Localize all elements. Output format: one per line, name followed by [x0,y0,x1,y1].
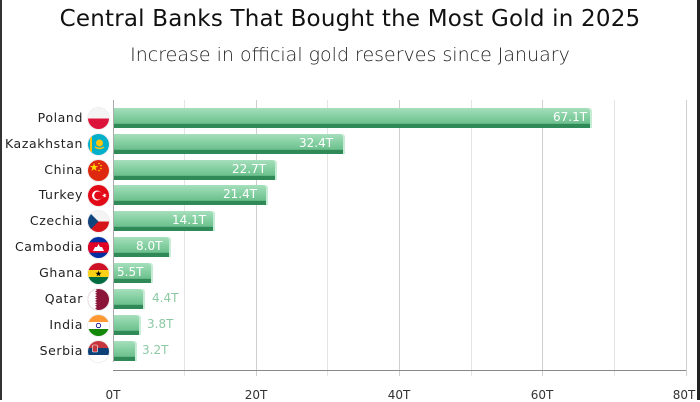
bar-value-label: 3.8T [147,317,174,331]
serbia-flag-icon [88,341,109,362]
bar-value-label: 22.7T [232,162,267,176]
bar-value-label: 67.1T [553,110,588,124]
y-axis-line [113,100,114,362]
bar [114,134,343,154]
country-label: Cambodia [14,239,83,254]
turkey-flag-icon [88,185,109,206]
gridline-10 [184,100,185,376]
bar [114,237,169,257]
bar-row-qatar: Qatar 4.4T [0,289,700,311]
x-axis-line [113,370,686,371]
country-label: Serbia [39,343,83,358]
ghana-flag-icon [88,263,109,284]
bar-row-turkey: Turkey 21.4T [0,185,700,207]
country-label: India [49,317,83,332]
chart-subtitle: Increase in official gold reserves since… [130,44,570,66]
bar [114,315,139,335]
gridline-80 [686,100,687,376]
gridline-30 [327,100,328,376]
bar-row-czechia: Czechia 14.1T [0,211,700,233]
bar-value-label: 32.4T [299,136,334,150]
gridline-20 [256,100,257,376]
chart-title: Central Banks That Bought the Most Gold … [59,6,641,32]
poland-flag-icon [88,108,109,129]
bar-row-serbia: Serbia 3.2T [0,341,700,363]
bar-row-cambodia: Cambodia 8.0T [0,237,700,259]
tick-label: 40T [387,388,411,402]
bar [114,263,151,283]
gridline-60 [542,100,543,376]
bar-row-poland: Poland 67.1T [0,108,700,130]
frame-border-right [697,0,700,400]
bar [114,185,266,205]
country-label: Czechia [29,213,83,228]
kazakhstan-flag-icon [88,134,109,155]
bar-row-china: China 22.7T [0,160,700,182]
bar-value-label: 3.2T [142,343,169,357]
country-label: Kazakhstan [4,136,83,151]
frame-border-left [0,0,2,400]
country-label: Qatar [44,291,83,306]
country-label: Turkey [38,187,83,202]
czechia-flag-icon [88,211,109,232]
gridline-70 [614,100,615,376]
bar-value-label: 21.4T [223,187,258,201]
bar-value-label: 4.4T [152,291,179,305]
country-label: Poland [37,110,83,125]
bar-value-label: 14.1T [172,213,207,227]
bar [114,160,275,180]
gridline-40 [399,100,400,376]
bar-row-ghana: Ghana 5.5T [0,263,700,285]
china-flag-icon [88,160,109,181]
tick-label: 20T [244,388,268,402]
country-label: Ghana [39,265,83,280]
tick-label: 60T [530,388,554,402]
country-label: China [44,162,83,177]
tick-label: 80T [672,388,696,402]
india-flag-icon [88,315,109,336]
bar-value-label: 8.0T [136,239,163,253]
qatar-flag-icon [88,289,109,310]
bar-row-india: India 3.8T [0,315,700,337]
cambodia-flag-icon [88,237,109,258]
tick-label: 0T [105,388,121,402]
bar [114,108,590,128]
bar-row-kazakhstan: Kazakhstan 32.4T [0,134,700,156]
bar [114,289,143,309]
bar [114,341,135,361]
gridline-50 [471,100,472,376]
bar-value-label: 5.5T [117,265,144,279]
bar [114,211,213,231]
